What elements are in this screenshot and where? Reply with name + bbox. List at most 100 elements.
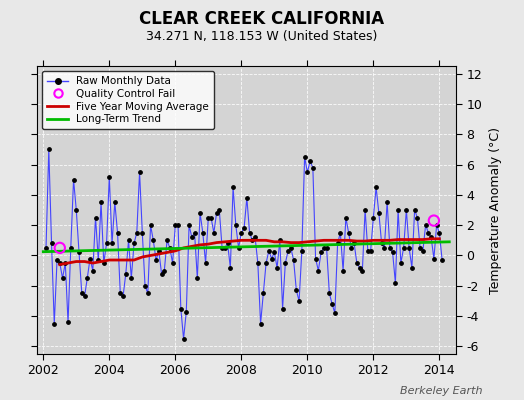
Point	[413, 214, 421, 221]
Point	[229, 184, 237, 190]
Point	[47, 240, 56, 246]
Point	[306, 158, 314, 165]
Point	[267, 255, 276, 262]
Point	[111, 199, 119, 206]
Point	[102, 240, 111, 246]
Point	[259, 290, 268, 296]
Point	[91, 214, 100, 221]
Point	[240, 225, 248, 231]
Point	[386, 245, 394, 251]
Point	[64, 319, 72, 325]
Point	[328, 301, 336, 307]
Point	[42, 245, 50, 251]
Point	[325, 290, 334, 296]
Point	[89, 268, 97, 274]
Point	[375, 210, 383, 216]
Point	[215, 207, 224, 213]
Point	[144, 290, 152, 296]
Point	[218, 245, 226, 251]
Point	[298, 248, 306, 254]
Point	[278, 305, 287, 312]
Point	[320, 245, 328, 251]
Point	[221, 245, 229, 251]
Point	[276, 237, 284, 244]
Point	[303, 169, 312, 175]
Point	[336, 230, 345, 236]
Point	[256, 320, 265, 327]
Point	[100, 260, 108, 266]
Point	[163, 237, 171, 244]
Point	[53, 257, 61, 263]
Point	[251, 234, 259, 240]
Point	[358, 268, 367, 274]
Point	[212, 210, 221, 216]
Point	[402, 207, 411, 213]
Point	[130, 240, 138, 246]
Point	[366, 248, 375, 254]
Point	[80, 293, 89, 300]
Point	[108, 240, 116, 246]
Point	[138, 230, 147, 236]
Point	[270, 249, 279, 256]
Point	[185, 222, 193, 228]
Point	[284, 248, 292, 254]
Y-axis label: Temperature Anomaly (°C): Temperature Anomaly (°C)	[489, 126, 502, 294]
Point	[50, 320, 59, 327]
Point	[369, 214, 378, 221]
Point	[254, 260, 262, 266]
Point	[322, 245, 331, 251]
Point	[333, 240, 342, 246]
Point	[388, 249, 397, 256]
Point	[380, 245, 388, 251]
Point	[355, 264, 364, 271]
Point	[435, 230, 444, 236]
Point	[226, 264, 235, 271]
Point	[190, 230, 199, 236]
Point	[419, 248, 427, 254]
Point	[265, 248, 273, 254]
Point	[427, 234, 435, 240]
Point	[207, 214, 215, 221]
Point	[347, 245, 356, 251]
Point	[133, 230, 141, 236]
Point	[56, 260, 64, 266]
Point	[58, 275, 67, 282]
Point	[223, 240, 232, 246]
Point	[295, 298, 303, 304]
Point	[232, 222, 240, 228]
Text: Berkeley Earth: Berkeley Earth	[400, 386, 482, 396]
Point	[149, 237, 158, 244]
Point	[193, 275, 202, 282]
Point	[171, 222, 180, 228]
Point	[438, 257, 446, 263]
Point	[245, 230, 254, 236]
Point	[432, 222, 441, 228]
Point	[383, 199, 391, 206]
Point	[311, 255, 320, 262]
Point	[300, 154, 309, 160]
Point	[292, 287, 301, 294]
Point	[405, 245, 413, 251]
Point	[157, 270, 166, 277]
Point	[83, 275, 92, 282]
Point	[399, 245, 408, 251]
Point	[166, 245, 174, 251]
Text: CLEAR CREEK CALIFORNIA: CLEAR CREEK CALIFORNIA	[139, 10, 385, 28]
Point	[281, 260, 290, 266]
Point	[309, 164, 317, 171]
Point	[174, 222, 182, 228]
Legend: Raw Monthly Data, Quality Control Fail, Five Year Moving Average, Long-Term Tren: Raw Monthly Data, Quality Control Fail, …	[42, 71, 214, 130]
Point	[152, 257, 160, 263]
Point	[314, 268, 323, 274]
Point	[177, 305, 185, 312]
Point	[424, 230, 433, 236]
Point	[372, 184, 380, 190]
Point	[204, 214, 213, 221]
Point	[69, 176, 78, 183]
Point	[116, 290, 125, 296]
Point	[105, 174, 114, 180]
Point	[342, 214, 350, 221]
Point	[146, 222, 155, 228]
Point	[430, 218, 438, 224]
Point	[331, 310, 339, 316]
